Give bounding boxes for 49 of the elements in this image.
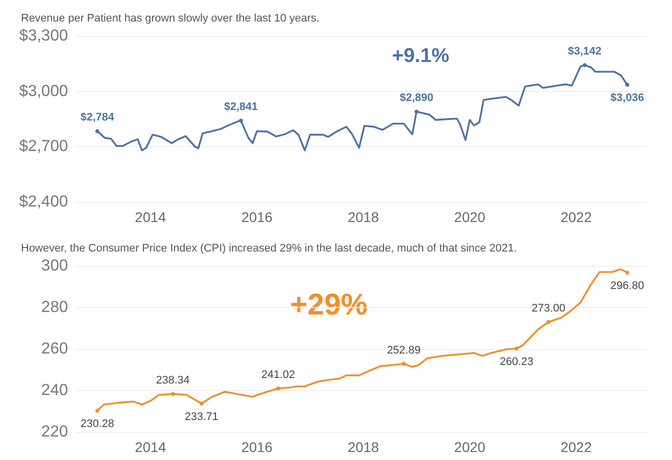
data-label: 233.71 <box>184 411 218 424</box>
y-tick-label: 260 <box>41 340 68 358</box>
y-tick-label: 300 <box>41 258 68 274</box>
point <box>402 362 406 366</box>
x-tick-label: 2020 <box>454 209 486 225</box>
data-label: $2,784 <box>80 112 115 124</box>
point <box>200 402 204 406</box>
data-label: 273.00 <box>532 302 566 315</box>
annotation: +29% <box>290 288 368 322</box>
data-label: $3,142 <box>568 46 602 58</box>
data-label: $3,036 <box>610 92 644 104</box>
y-tick-label: 220 <box>41 424 68 440</box>
point <box>414 110 419 114</box>
y-tick-label: $2,700 <box>19 138 68 156</box>
point <box>95 129 100 134</box>
point <box>625 270 630 275</box>
y-tick-label: $2,400 <box>19 194 68 210</box>
chart-title: Revenue per Patient has grown slowly over the last 10 years. <box>21 12 320 24</box>
data-label: 296.80 <box>610 280 644 292</box>
y-tick-label: $3,300 <box>19 28 68 44</box>
chart-title: However, the Consumer Price Index (CPI) increased 29% in the last decade, much of that since 2021. <box>21 242 517 254</box>
x-tick-label: 2018 <box>348 209 380 225</box>
data-label: 260.23 <box>500 356 534 368</box>
data-label: $2,841 <box>224 101 258 114</box>
x-tick-label: 2020 <box>454 439 486 455</box>
y-tick-label: 280 <box>41 299 68 316</box>
data-label: 241.02 <box>261 368 296 381</box>
point <box>95 408 100 413</box>
point <box>514 346 519 351</box>
x-tick-label: 2018 <box>348 439 380 455</box>
x-tick-label: 2016 <box>241 209 273 225</box>
x-tick-label: 2022 <box>560 439 592 455</box>
data-label: $2,890 <box>400 92 434 104</box>
point <box>625 82 630 87</box>
x-tick-label: 2022 <box>560 209 592 225</box>
y-tick-label: $3,000 <box>19 82 68 100</box>
data-label: 230.28 <box>80 418 114 430</box>
annotation: +9.1% <box>392 45 450 67</box>
point <box>582 63 587 68</box>
x-tick-label: 2016 <box>241 439 273 455</box>
point <box>276 386 280 390</box>
x-tick-label: 2014 <box>134 209 166 225</box>
data-label: 252.89 <box>386 344 421 356</box>
x-tick-label: 2014 <box>134 439 166 455</box>
point <box>170 392 175 396</box>
y-tick-label: 240 <box>41 382 68 399</box>
data-label: 238.34 <box>156 374 190 386</box>
point <box>546 320 550 324</box>
point <box>238 118 243 123</box>
